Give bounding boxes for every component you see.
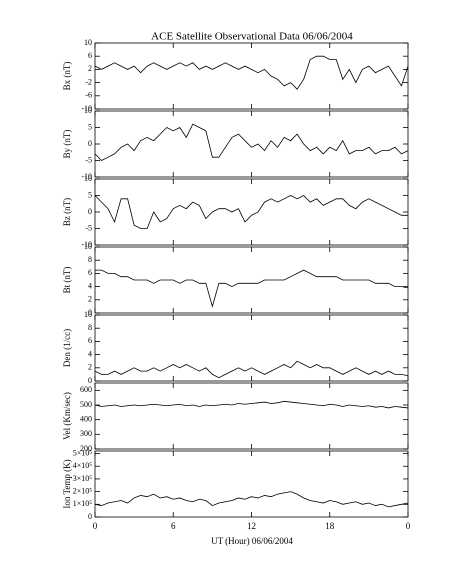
y-tick-label: 2 bbox=[88, 64, 92, 73]
y-tick-label: 10 bbox=[84, 106, 92, 115]
y-tick-label: 10 bbox=[84, 242, 92, 251]
y-tick-label: 0 bbox=[88, 376, 92, 385]
y-tick-label: 10 bbox=[84, 174, 92, 183]
y-tick-label: 2 bbox=[88, 295, 92, 304]
y-tick-label: 5 bbox=[88, 122, 92, 131]
x-tick-label: 18 bbox=[325, 521, 335, 531]
y-tick-label: -6 bbox=[85, 91, 92, 100]
data-line bbox=[94, 55, 409, 90]
x-tick-label: 12 bbox=[247, 521, 256, 531]
y-tick-label: 4 bbox=[88, 281, 92, 290]
y-axis-label: Bx (nT) bbox=[62, 62, 72, 91]
x-tick-label: 6 bbox=[171, 521, 176, 531]
y-tick-label: 2×10⁵ bbox=[73, 486, 93, 495]
data-line bbox=[94, 360, 409, 379]
y-tick-label: -2 bbox=[85, 77, 92, 86]
y-tick-label: -10 bbox=[81, 104, 92, 113]
y-tick-label: 5×10⁵ bbox=[73, 448, 93, 457]
y-axis-label: Ion Temp (K) bbox=[62, 459, 72, 508]
panel-frame bbox=[94, 382, 409, 450]
y-tick-label: 1×10⁵ bbox=[73, 499, 93, 508]
y-tick-label: 0 bbox=[88, 512, 92, 521]
y-tick-label: 6 bbox=[88, 51, 92, 60]
y-tick-label: -5 bbox=[85, 155, 92, 164]
panel-frame bbox=[94, 178, 409, 246]
y-tick-label: 5 bbox=[88, 190, 92, 199]
data-line bbox=[94, 195, 408, 229]
y-tick-label: 3×10⁵ bbox=[73, 474, 93, 483]
y-tick-label: 10 bbox=[84, 310, 92, 319]
y-tick-label: 4×10⁵ bbox=[73, 461, 93, 470]
y-tick-label: 0 bbox=[88, 308, 92, 317]
y-tick-label: -5 bbox=[85, 223, 92, 232]
y-tick-label: 10 bbox=[84, 38, 92, 47]
y-axis-label: Den (1/cc) bbox=[62, 329, 72, 367]
y-tick-label: 600 bbox=[80, 385, 92, 394]
y-tick-label: 200 bbox=[80, 444, 92, 453]
data-line bbox=[94, 400, 409, 409]
chart-title: ACE Satellite Observational Data 06/06/2… bbox=[151, 31, 353, 43]
x-tick-label: 0 bbox=[406, 521, 411, 531]
x-tick-label: 0 bbox=[93, 521, 98, 531]
y-tick-label: 6 bbox=[88, 268, 92, 277]
y-tick-label: 300 bbox=[80, 429, 92, 438]
data-line bbox=[95, 269, 409, 308]
y-tick-label: 2 bbox=[88, 363, 92, 372]
y-axis-label: Bt (nT) bbox=[62, 267, 72, 294]
y-axis-label: Vel (Km/sec) bbox=[62, 392, 72, 440]
panel-frame bbox=[94, 450, 409, 518]
y-tick-label: 8 bbox=[88, 323, 92, 332]
y-tick-label: 400 bbox=[80, 414, 92, 423]
y-axis-label: Bz (nT) bbox=[62, 198, 72, 226]
y-tick-label: 0 bbox=[88, 207, 92, 216]
panel-frame bbox=[94, 42, 409, 110]
y-tick-label: 6 bbox=[88, 336, 92, 345]
x-axis-label: UT (Hour) 06/06/2004 bbox=[211, 536, 293, 546]
y-tick-label: 4 bbox=[88, 349, 92, 358]
data-line bbox=[94, 491, 409, 508]
y-tick-label: 0 bbox=[88, 139, 92, 148]
data-line bbox=[94, 123, 409, 161]
y-tick-label: -10 bbox=[81, 240, 92, 249]
panel-frame bbox=[94, 110, 409, 178]
y-axis-label: By (nT) bbox=[62, 130, 72, 159]
y-tick-label: 500 bbox=[80, 400, 92, 409]
y-tick-label: -10 bbox=[81, 172, 92, 181]
y-tick-label: 8 bbox=[88, 255, 92, 264]
